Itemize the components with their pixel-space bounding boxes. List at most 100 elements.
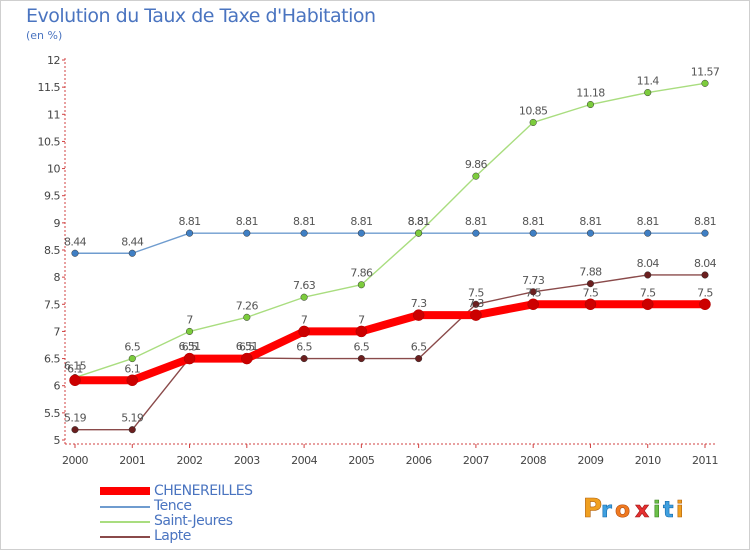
data-label-chenereilles: 7.5 xyxy=(525,286,541,299)
data-label-tence: 8.81 xyxy=(579,215,601,228)
data-label-lapte: 7.88 xyxy=(579,266,602,279)
x-tick-label: 2009 xyxy=(577,454,603,467)
data-label-saint-jeures: 11.4 xyxy=(637,75,660,88)
legend-label-lapte: Lapte xyxy=(154,528,191,544)
legend-label-chenereilles: CHENEREILLES xyxy=(154,483,253,499)
data-point-chenereilles xyxy=(126,374,139,387)
data-point-lapte xyxy=(300,355,308,363)
data-point-chenereilles xyxy=(69,374,81,387)
proxiti-logo-graphic: P r o x i t i xyxy=(583,494,684,525)
data-point-chenereilles xyxy=(641,298,654,311)
svg-text:x: x xyxy=(635,498,649,523)
legend-swatch-chenereilles xyxy=(100,487,150,495)
y-tick-label: 5 xyxy=(54,434,61,447)
data-label-saint-jeures: 6.5 xyxy=(124,341,140,354)
data-label-tence: 8.81 xyxy=(236,215,258,228)
svg-text:t: t xyxy=(663,498,674,523)
data-label-tence: 8.81 xyxy=(522,215,544,228)
data-point-saint-jeures xyxy=(529,118,537,126)
data-label-tence: 8.81 xyxy=(465,215,487,228)
x-tick-label: 2005 xyxy=(348,454,374,467)
svg-text:i: i xyxy=(676,498,684,523)
data-point-chenereilles xyxy=(584,298,597,311)
data-label-saint-jeures: 11.18 xyxy=(576,87,605,100)
data-label-chenereilles: 7 xyxy=(358,313,365,326)
series-line-tence xyxy=(74,232,706,254)
data-label-saint-jeures: 11.57 xyxy=(691,65,720,78)
data-label-tence: 8.44 xyxy=(121,235,144,248)
data-label-lapte: 6.5 xyxy=(354,341,370,354)
data-label-chenereilles: 7 xyxy=(301,313,308,326)
chart-series xyxy=(69,79,711,434)
data-label-lapte: 7.5 xyxy=(468,286,484,299)
y-tick-label: 10 xyxy=(47,163,60,176)
chart-legend: CHENEREILLES Tence Saint-Jeures Lapte xyxy=(100,483,360,544)
data-point-saint-jeures xyxy=(243,313,251,321)
data-point-chenereilles xyxy=(241,352,253,365)
svg-text:r: r xyxy=(601,498,612,523)
data-label-lapte: 6.5 xyxy=(411,341,427,354)
data-point-tence xyxy=(586,229,595,237)
data-point-tence xyxy=(472,229,480,237)
data-point-tence xyxy=(357,229,365,237)
data-point-lapte xyxy=(586,280,595,288)
legend-label-saint-jeures: Saint-Jeures xyxy=(154,513,233,529)
x-tick-label: 2000 xyxy=(62,454,88,467)
x-tick-label: 2001 xyxy=(119,454,145,467)
data-label-tence: 8.81 xyxy=(350,215,372,228)
data-label-lapte: 5.19 xyxy=(64,412,87,425)
data-point-saint-jeures xyxy=(586,100,595,109)
data-point-tence xyxy=(644,229,652,237)
data-point-saint-jeures xyxy=(701,79,709,87)
data-point-tence xyxy=(128,249,136,257)
legend-label-tence: Tence xyxy=(154,498,192,514)
data-label-lapte: 7.73 xyxy=(522,274,545,287)
chart-data-labels: 6.1 6.16.5 6.57 77.3 7.37.5 7.5 7.5 7.58.44 8.44… xyxy=(64,65,720,424)
data-label-tence: 8.44 xyxy=(64,235,87,248)
data-point-chenereilles xyxy=(183,352,196,365)
data-label-tence: 8.81 xyxy=(408,215,430,228)
data-label-saint-jeures: 8.81 xyxy=(408,215,430,228)
data-label-chenereilles: 7.5 xyxy=(583,286,599,299)
series-line-saint-jeures xyxy=(74,82,706,379)
x-tick-label: 2004 xyxy=(291,454,317,467)
x-tick-label: 2010 xyxy=(635,454,661,467)
legend-swatch-saint-jeures xyxy=(100,521,150,523)
data-point-lapte xyxy=(357,355,365,363)
y-tick-label: 12 xyxy=(47,54,60,67)
y-tick-label: 11.5 xyxy=(38,81,61,94)
data-point-chenereilles xyxy=(699,298,711,311)
y-tick-label: 5.5 xyxy=(44,407,60,420)
svg-text:i: i xyxy=(653,498,661,523)
data-point-tence xyxy=(701,229,709,237)
data-label-lapte: 5.19 xyxy=(121,412,144,425)
data-label-chenereilles: 7.3 xyxy=(468,297,484,310)
x-tick-label: 2003 xyxy=(234,454,260,467)
data-label-lapte: 6.5 xyxy=(296,341,312,354)
y-tick-label: 9.5 xyxy=(44,190,60,203)
data-label-saint-jeures: 9.86 xyxy=(465,158,488,171)
data-label-chenereilles: 6.1 xyxy=(67,362,83,375)
data-label-saint-jeures: 7.86 xyxy=(350,267,373,280)
y-tick-label: 8 xyxy=(54,271,61,284)
data-label-chenereilles: 6.1 xyxy=(124,362,140,375)
data-point-saint-jeures xyxy=(300,293,308,301)
data-point-saint-jeures xyxy=(357,281,365,289)
data-label-saint-jeures: 7 xyxy=(186,313,193,326)
data-point-lapte xyxy=(128,426,136,434)
legend-swatch-tence xyxy=(100,506,150,508)
svg-text:P: P xyxy=(583,494,602,524)
data-label-tence: 8.81 xyxy=(293,215,315,228)
data-point-lapte xyxy=(529,288,537,296)
data-label-saint-jeures: 7.63 xyxy=(293,279,316,292)
data-label-chenereilles: 7.5 xyxy=(697,286,713,299)
data-label-tence: 8.81 xyxy=(694,215,716,228)
y-tick-label: 7.5 xyxy=(44,298,60,311)
x-tick-label: 2006 xyxy=(406,454,432,467)
y-tick-label: 6 xyxy=(54,380,61,393)
chart-title: Evolution du Taux de Taxe d'Habitation xyxy=(26,5,376,27)
svg-text:o: o xyxy=(615,498,630,523)
y-tick-label: 10.5 xyxy=(38,135,61,148)
series-line-lapte xyxy=(74,274,706,431)
